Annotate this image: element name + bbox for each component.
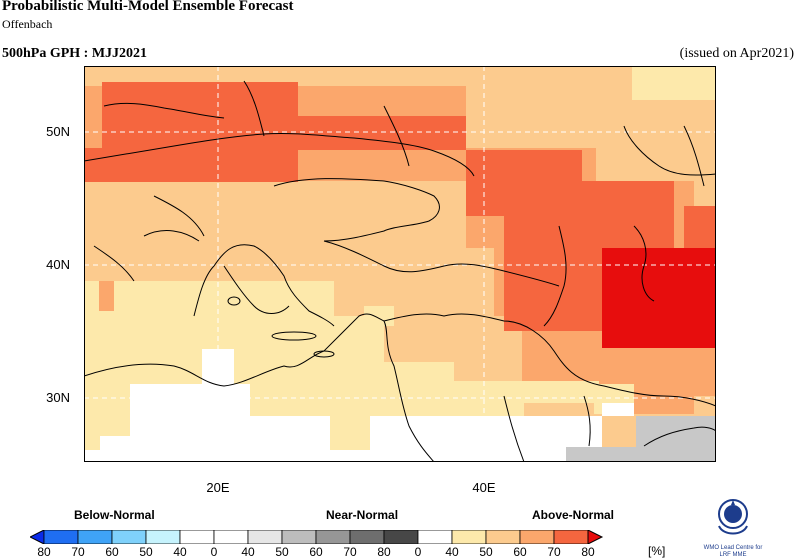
colorbar-cell <box>315 530 351 544</box>
wmo-emblem-icon <box>718 499 748 535</box>
colorbar-cell <box>451 530 487 544</box>
colorbar-tick-label: 0 <box>414 545 422 559</box>
colorbar <box>30 530 604 544</box>
colorbar-cell <box>519 530 555 544</box>
colorbar-tick-label: 80 <box>377 545 391 559</box>
above-normal-80-region <box>602 248 716 348</box>
colorbar-cells <box>30 530 604 544</box>
colorbar-cell <box>383 530 419 544</box>
colorbar-cell <box>111 530 147 544</box>
lat-label-50n: 50N <box>46 124 70 139</box>
colorbar-unit: [%] <box>648 544 666 558</box>
colorbar-tick-label: 70 <box>547 545 561 559</box>
colorbar-cell <box>349 530 385 544</box>
colorbar-tick-label: 50 <box>275 545 289 559</box>
logo-text-line1: WMO Lead Centre for <box>703 545 763 551</box>
colorbar-tick-label: 70 <box>343 545 357 559</box>
colorbar-tick-label: 50 <box>479 545 493 559</box>
wmo-logo: WMO Lead Centre for LRF MME <box>700 496 766 560</box>
colorbar-cell <box>145 530 181 544</box>
legend-below-normal: Below-Normal <box>74 508 155 522</box>
colorbar-tick-label: 80 <box>37 545 51 559</box>
lon-label-20e: 20E <box>206 480 230 495</box>
lon-label-40e: 40E <box>472 480 496 495</box>
issued-date: (issued on Apr2021) <box>679 46 794 61</box>
map-border <box>84 66 716 462</box>
colorbar-cell <box>553 530 589 544</box>
variable-title: 500hPa GPH : MJJ2021 <box>2 46 148 61</box>
colorbar-cell <box>179 530 215 544</box>
colorbar-cell <box>281 530 317 544</box>
colorbar-cell <box>417 530 453 544</box>
colorbar-tick-label: 40 <box>173 545 187 559</box>
colorbar-tick-label: 0 <box>210 545 218 559</box>
lat-label-40n: 40N <box>46 257 70 272</box>
legend-above-normal: Above-Normal <box>532 508 615 522</box>
colorbar-arrow-right <box>587 530 604 544</box>
colorbar-cell <box>43 530 79 544</box>
colorbar-tick-label: 60 <box>513 545 527 559</box>
chart-title: Probabilistic Multi-Model Ensemble Forec… <box>2 0 294 14</box>
colorbar-tick-label: 40 <box>445 545 459 559</box>
legend-near-normal: Near-Normal <box>326 508 399 522</box>
chart-subtitle: Offenbach <box>2 17 53 31</box>
lat-label-30n: 30N <box>46 390 70 405</box>
colorbar-tick-label: 70 <box>71 545 85 559</box>
colorbar-tick-label: 40 <box>241 545 255 559</box>
colorbar-tick-label: 60 <box>309 545 323 559</box>
forecast-map <box>84 66 716 462</box>
colorbar-cell <box>247 530 283 544</box>
colorbar-cell <box>213 530 249 544</box>
near-normal-region <box>566 416 716 462</box>
colorbar-tick-label: 50 <box>139 545 153 559</box>
logo-text-line2: LRF MME <box>719 552 747 558</box>
coastlines <box>84 80 716 462</box>
islands <box>227 296 335 358</box>
colorbar-cell <box>77 530 113 544</box>
colorbar-tick-label: 80 <box>581 545 595 559</box>
colorbar-cell <box>485 530 521 544</box>
colorbar-tick-label: 60 <box>105 545 119 559</box>
no-signal-region <box>84 349 634 462</box>
colorbar-arrow-left <box>30 530 45 544</box>
map-gridlines <box>84 66 716 462</box>
